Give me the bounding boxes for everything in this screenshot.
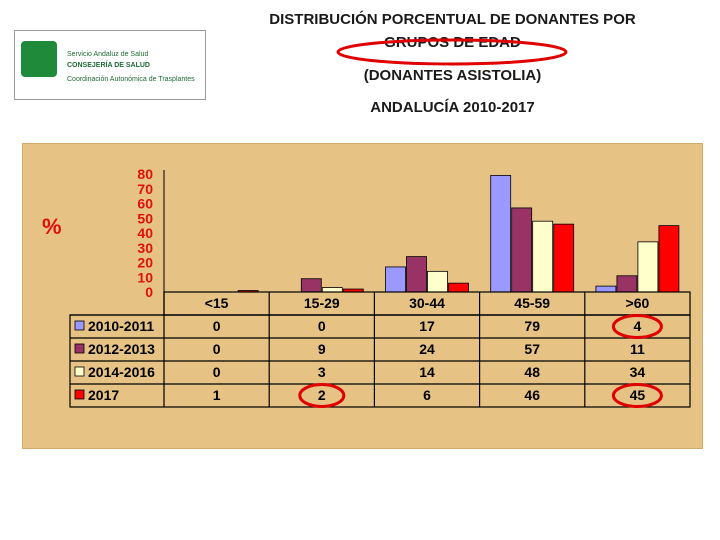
y-tick-label: 50 [137,210,153,226]
bar [658,225,680,293]
legend-swatch [74,320,85,331]
y-tick-label: 0 [145,284,153,300]
bar [406,256,427,293]
bar [448,282,469,293]
table-value: 9 [318,341,326,357]
table-value: 0 [213,341,221,357]
legend-label: 2012-2013 [88,341,155,357]
category-label: 15-29 [304,295,340,311]
bar [321,287,343,293]
bar [637,241,659,293]
y-tick-label: 80 [137,166,153,182]
category-label: >60 [626,295,650,311]
andalucia-emblem-icon [21,41,57,77]
y-tick-label: 30 [137,240,153,256]
bar [532,220,554,293]
table-value: 45 [630,387,646,403]
table-value: 1 [213,387,221,403]
plot-area [164,174,690,292]
y-tick-label: 20 [137,255,153,271]
legend-swatch [74,343,85,354]
logo-line-3: Coordinación Autonómica de Trasplantes [67,76,195,83]
highlight-ellipse [611,383,663,408]
title-line-1: DISTRIBUCIÓN PORCENTUAL DE DONANTES POR [269,11,636,28]
y-tick-label: 10 [137,269,153,285]
table-value: 34 [630,364,646,380]
bar [553,223,575,293]
legend-label: 2010-2011 [88,318,154,334]
category-label: <15 [205,295,229,311]
table-value: 6 [423,387,431,403]
region-years: ANDALUCÍA 2010-2017 [370,99,535,116]
category-label: 30-44 [409,295,445,311]
table-value: 24 [419,341,435,357]
legend-swatch [74,366,85,377]
highlight-ellipse [298,383,346,408]
bar [595,285,617,293]
table-value: 17 [419,318,435,334]
highlight-ellipse [336,38,568,66]
y-tick-label: 60 [137,196,153,212]
table-value: 46 [524,387,540,403]
bar [385,266,406,293]
legend-label: 2014-2016 [88,364,155,380]
table-value: 0 [318,318,326,334]
logo-line-1: Servicio Andaluz de Salud [67,51,149,58]
legend-label: 2017 [88,387,119,403]
logo-box: Servicio Andaluz de Salud CONSEJERÍA DE … [14,30,206,100]
category-label: 45-59 [514,295,550,311]
title-line-2: GRUPOS DE EDAD [384,34,521,51]
table-value: 3 [318,364,326,380]
legend-swatch [74,389,85,400]
table-value: 2 [318,387,326,403]
bar [511,207,533,293]
table-value: 0 [213,318,221,334]
table-value: 14 [419,364,435,380]
bar [616,275,638,293]
table-value: 57 [524,341,540,357]
table-value: 48 [524,364,540,380]
y-axis-label: % [42,214,62,239]
y-tick-label: 40 [137,225,153,241]
subtitle: (DONANTES ASISTOLIA) [363,67,542,84]
bar [300,278,322,293]
table-value: 0 [213,364,221,380]
table-value: 4 [634,318,642,334]
logo-line-2: CONSEJERÍA DE SALUD [67,62,150,69]
highlight-ellipse [611,314,663,339]
table-value: 11 [630,341,645,357]
bar [490,175,512,293]
chart-panel [22,143,703,449]
y-tick-label: 70 [137,181,153,197]
bar [427,270,448,293]
table-value: 79 [524,318,540,334]
